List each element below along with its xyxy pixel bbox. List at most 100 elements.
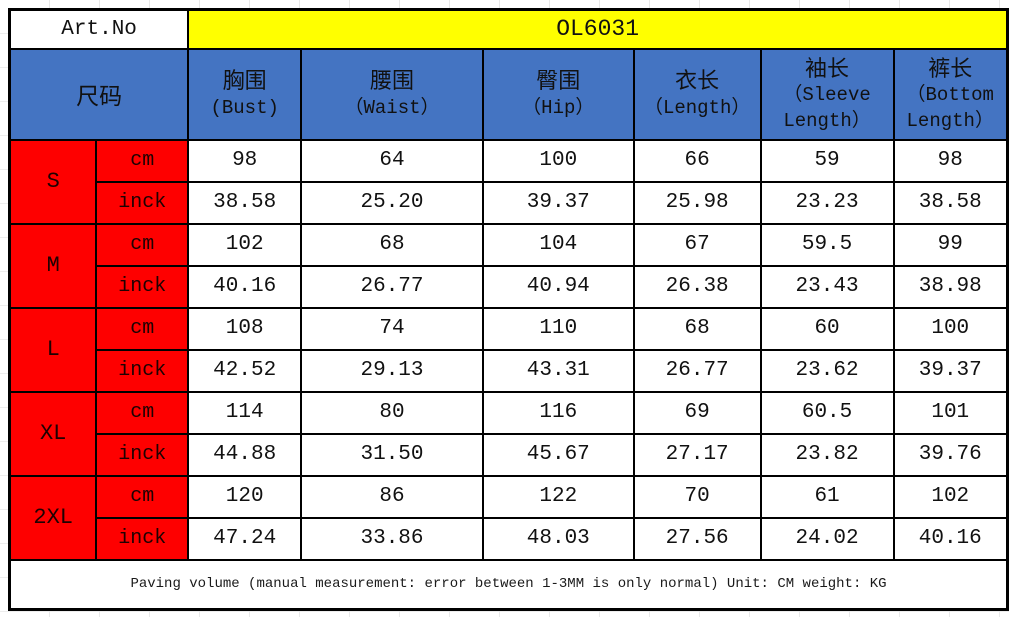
bottom-header-cn: 裤长 (928, 55, 973, 81)
value-cell: 23.82 (759, 432, 895, 477)
value-cell: 40.16 (892, 516, 1009, 561)
size-l-cm-row: L cm 108 74 110 68 60 100 (8, 306, 1009, 393)
measurement-header-row: 尺码 胸围 (Bust) 腰围 （Waist） 臀围 （Hip） 衣长 （Len… (8, 47, 1009, 141)
value-cell: 116 (481, 390, 635, 435)
unit-label-inck: inck (95, 264, 190, 309)
size-2xl-inch-row: inck 47.24 33.86 48.03 27.56 24.02 40.16 (10, 516, 1009, 561)
value-cell: 27.17 (632, 432, 762, 477)
size-m-inch-row: inck 40.16 26.77 40.94 26.38 23.43 38.98 (10, 264, 1009, 309)
value-cell: 48.03 (481, 516, 635, 561)
sleeve-header-en: （Sleeve Length） (783, 84, 871, 132)
article-number-label: Art.No (8, 8, 190, 50)
value-cell: 39.37 (892, 348, 1009, 393)
value-cell: 42.52 (187, 348, 303, 393)
length-header-en: （Length） (643, 97, 751, 120)
value-cell: 45.67 (481, 432, 635, 477)
value-cell: 100 (892, 306, 1009, 351)
size-label-xl: XL (8, 390, 98, 477)
value-cell: 122 (481, 474, 635, 519)
value-cell: 108 (187, 306, 303, 351)
value-cell: 59 (759, 138, 895, 183)
size-xl-inch-row: inck 44.88 31.50 45.67 27.17 23.82 39.76 (10, 432, 1009, 477)
value-cell: 67 (632, 222, 762, 267)
value-cell: 26.38 (632, 264, 762, 309)
value-cell: 86 (300, 474, 484, 519)
value-cell: 69 (632, 390, 762, 435)
value-cell: 100 (481, 138, 635, 183)
value-cell: 120 (187, 474, 303, 519)
size-chart-sheet: Art.No OL6031 尺码 胸围 (Bust) 腰围 （Waist） 臀围… (8, 8, 1009, 611)
value-cell: 102 (187, 222, 303, 267)
value-cell: 39.76 (892, 432, 1009, 477)
value-cell: 74 (300, 306, 484, 351)
hip-column-header: 臀围 （Hip） (481, 47, 635, 141)
value-cell: 31.50 (300, 432, 484, 477)
size-column-header: 尺码 (8, 47, 190, 141)
size-label-2xl: 2XL (8, 474, 98, 561)
sleeve-length-column-header: 袖长 （Sleeve Length） (759, 47, 895, 141)
value-cell: 38.58 (187, 180, 303, 225)
unit-label-cm: cm (95, 306, 190, 351)
value-cell: 68 (632, 306, 762, 351)
waist-header-en: （Waist） (344, 97, 440, 120)
value-cell: 26.77 (300, 264, 484, 309)
size-l-inch-row: inck 42.52 29.13 43.31 26.77 23.62 39.37 (10, 348, 1009, 393)
value-cell: 40.94 (481, 264, 635, 309)
value-cell: 98 (892, 138, 1009, 183)
size-2xl-cm-row: 2XL cm 120 86 122 70 61 102 (8, 474, 1009, 561)
size-m-cm-row: M cm 102 68 104 67 59.5 99 (8, 222, 1009, 309)
hip-header-en: （Hip） (522, 97, 595, 120)
value-cell: 98 (187, 138, 303, 183)
value-cell: 66 (632, 138, 762, 183)
value-cell: 25.98 (632, 180, 762, 225)
value-cell: 60.5 (759, 390, 895, 435)
value-cell: 60 (759, 306, 895, 351)
value-cell: 29.13 (300, 348, 484, 393)
unit-label-cm: cm (95, 222, 190, 267)
unit-label-inck: inck (95, 516, 190, 561)
value-cell: 80 (300, 390, 484, 435)
value-cell: 47.24 (187, 516, 303, 561)
waist-column-header: 腰围 （Waist） (300, 47, 484, 141)
size-s-cm-row: S cm 98 64 100 66 59 98 (8, 138, 1009, 225)
length-header-cn: 衣长 (675, 68, 720, 94)
value-cell: 26.77 (632, 348, 762, 393)
measurement-note: Paving volume (manual measurement: error… (8, 558, 1009, 611)
value-cell: 33.86 (300, 516, 484, 561)
size-chart-table: Art.No OL6031 尺码 胸围 (Bust) 腰围 （Waist） 臀围… (8, 8, 1009, 611)
article-number-value: OL6031 (187, 8, 1009, 50)
value-cell: 64 (300, 138, 484, 183)
unit-label-cm: cm (95, 474, 190, 519)
value-cell: 110 (481, 306, 635, 351)
size-label-s: S (8, 138, 98, 225)
waist-header-cn: 腰围 (370, 68, 415, 94)
value-cell: 59.5 (759, 222, 895, 267)
unit-label-cm: cm (95, 390, 190, 435)
value-cell: 40.16 (187, 264, 303, 309)
unit-label-inck: inck (95, 348, 190, 393)
value-cell: 25.20 (300, 180, 484, 225)
size-s-inch-row: inck 38.58 25.20 39.37 25.98 23.23 38.58 (10, 180, 1009, 225)
value-cell: 101 (892, 390, 1009, 435)
value-cell: 23.43 (759, 264, 895, 309)
value-cell: 70 (632, 474, 762, 519)
value-cell: 43.31 (481, 348, 635, 393)
value-cell: 104 (481, 222, 635, 267)
size-label-l: L (8, 306, 98, 393)
bust-header-en: (Bust) (210, 97, 279, 120)
value-cell: 99 (892, 222, 1009, 267)
unit-label-cm: cm (95, 138, 190, 183)
bottom-length-column-header: 裤长 （Bottom Length） (892, 47, 1009, 141)
value-cell: 38.98 (892, 264, 1009, 309)
hip-header-cn: 臀围 (536, 68, 581, 94)
bottom-header-en: （Bottom Length） (906, 84, 994, 132)
value-cell: 68 (300, 222, 484, 267)
bust-header-cn: 胸围 (222, 68, 267, 94)
value-cell: 39.37 (481, 180, 635, 225)
article-number-row: Art.No OL6031 (8, 8, 1009, 50)
value-cell: 114 (187, 390, 303, 435)
value-cell: 24.02 (759, 516, 895, 561)
bust-column-header: 胸围 (Bust) (187, 47, 303, 141)
sleeve-header-cn: 袖长 (805, 55, 850, 81)
